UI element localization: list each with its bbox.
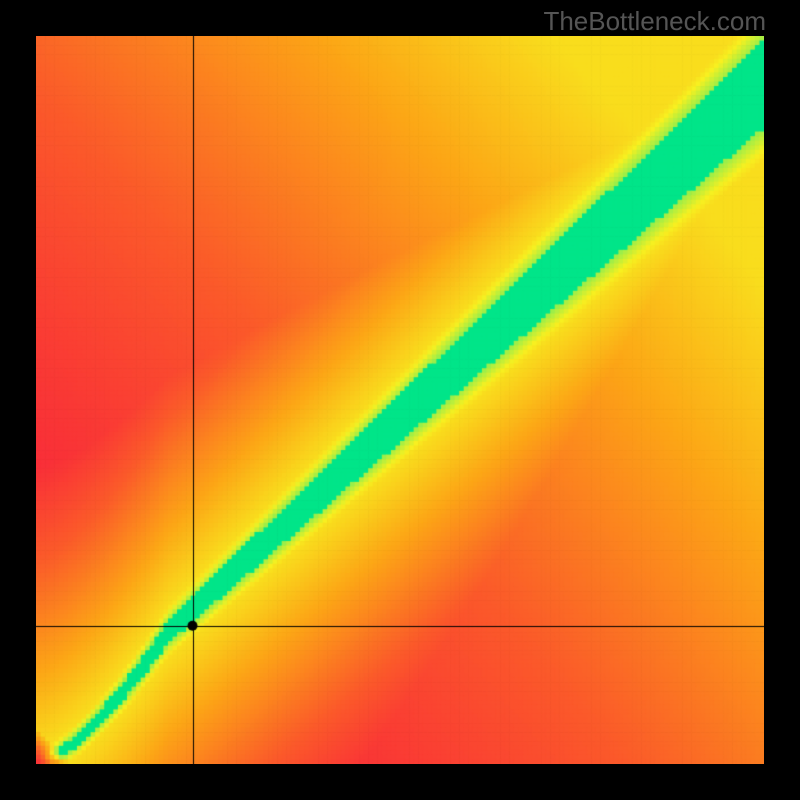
watermark-text: TheBottleneck.com xyxy=(543,6,766,37)
heatmap-canvas xyxy=(36,36,764,764)
plot-area xyxy=(36,36,764,764)
chart-frame: TheBottleneck.com xyxy=(0,0,800,800)
